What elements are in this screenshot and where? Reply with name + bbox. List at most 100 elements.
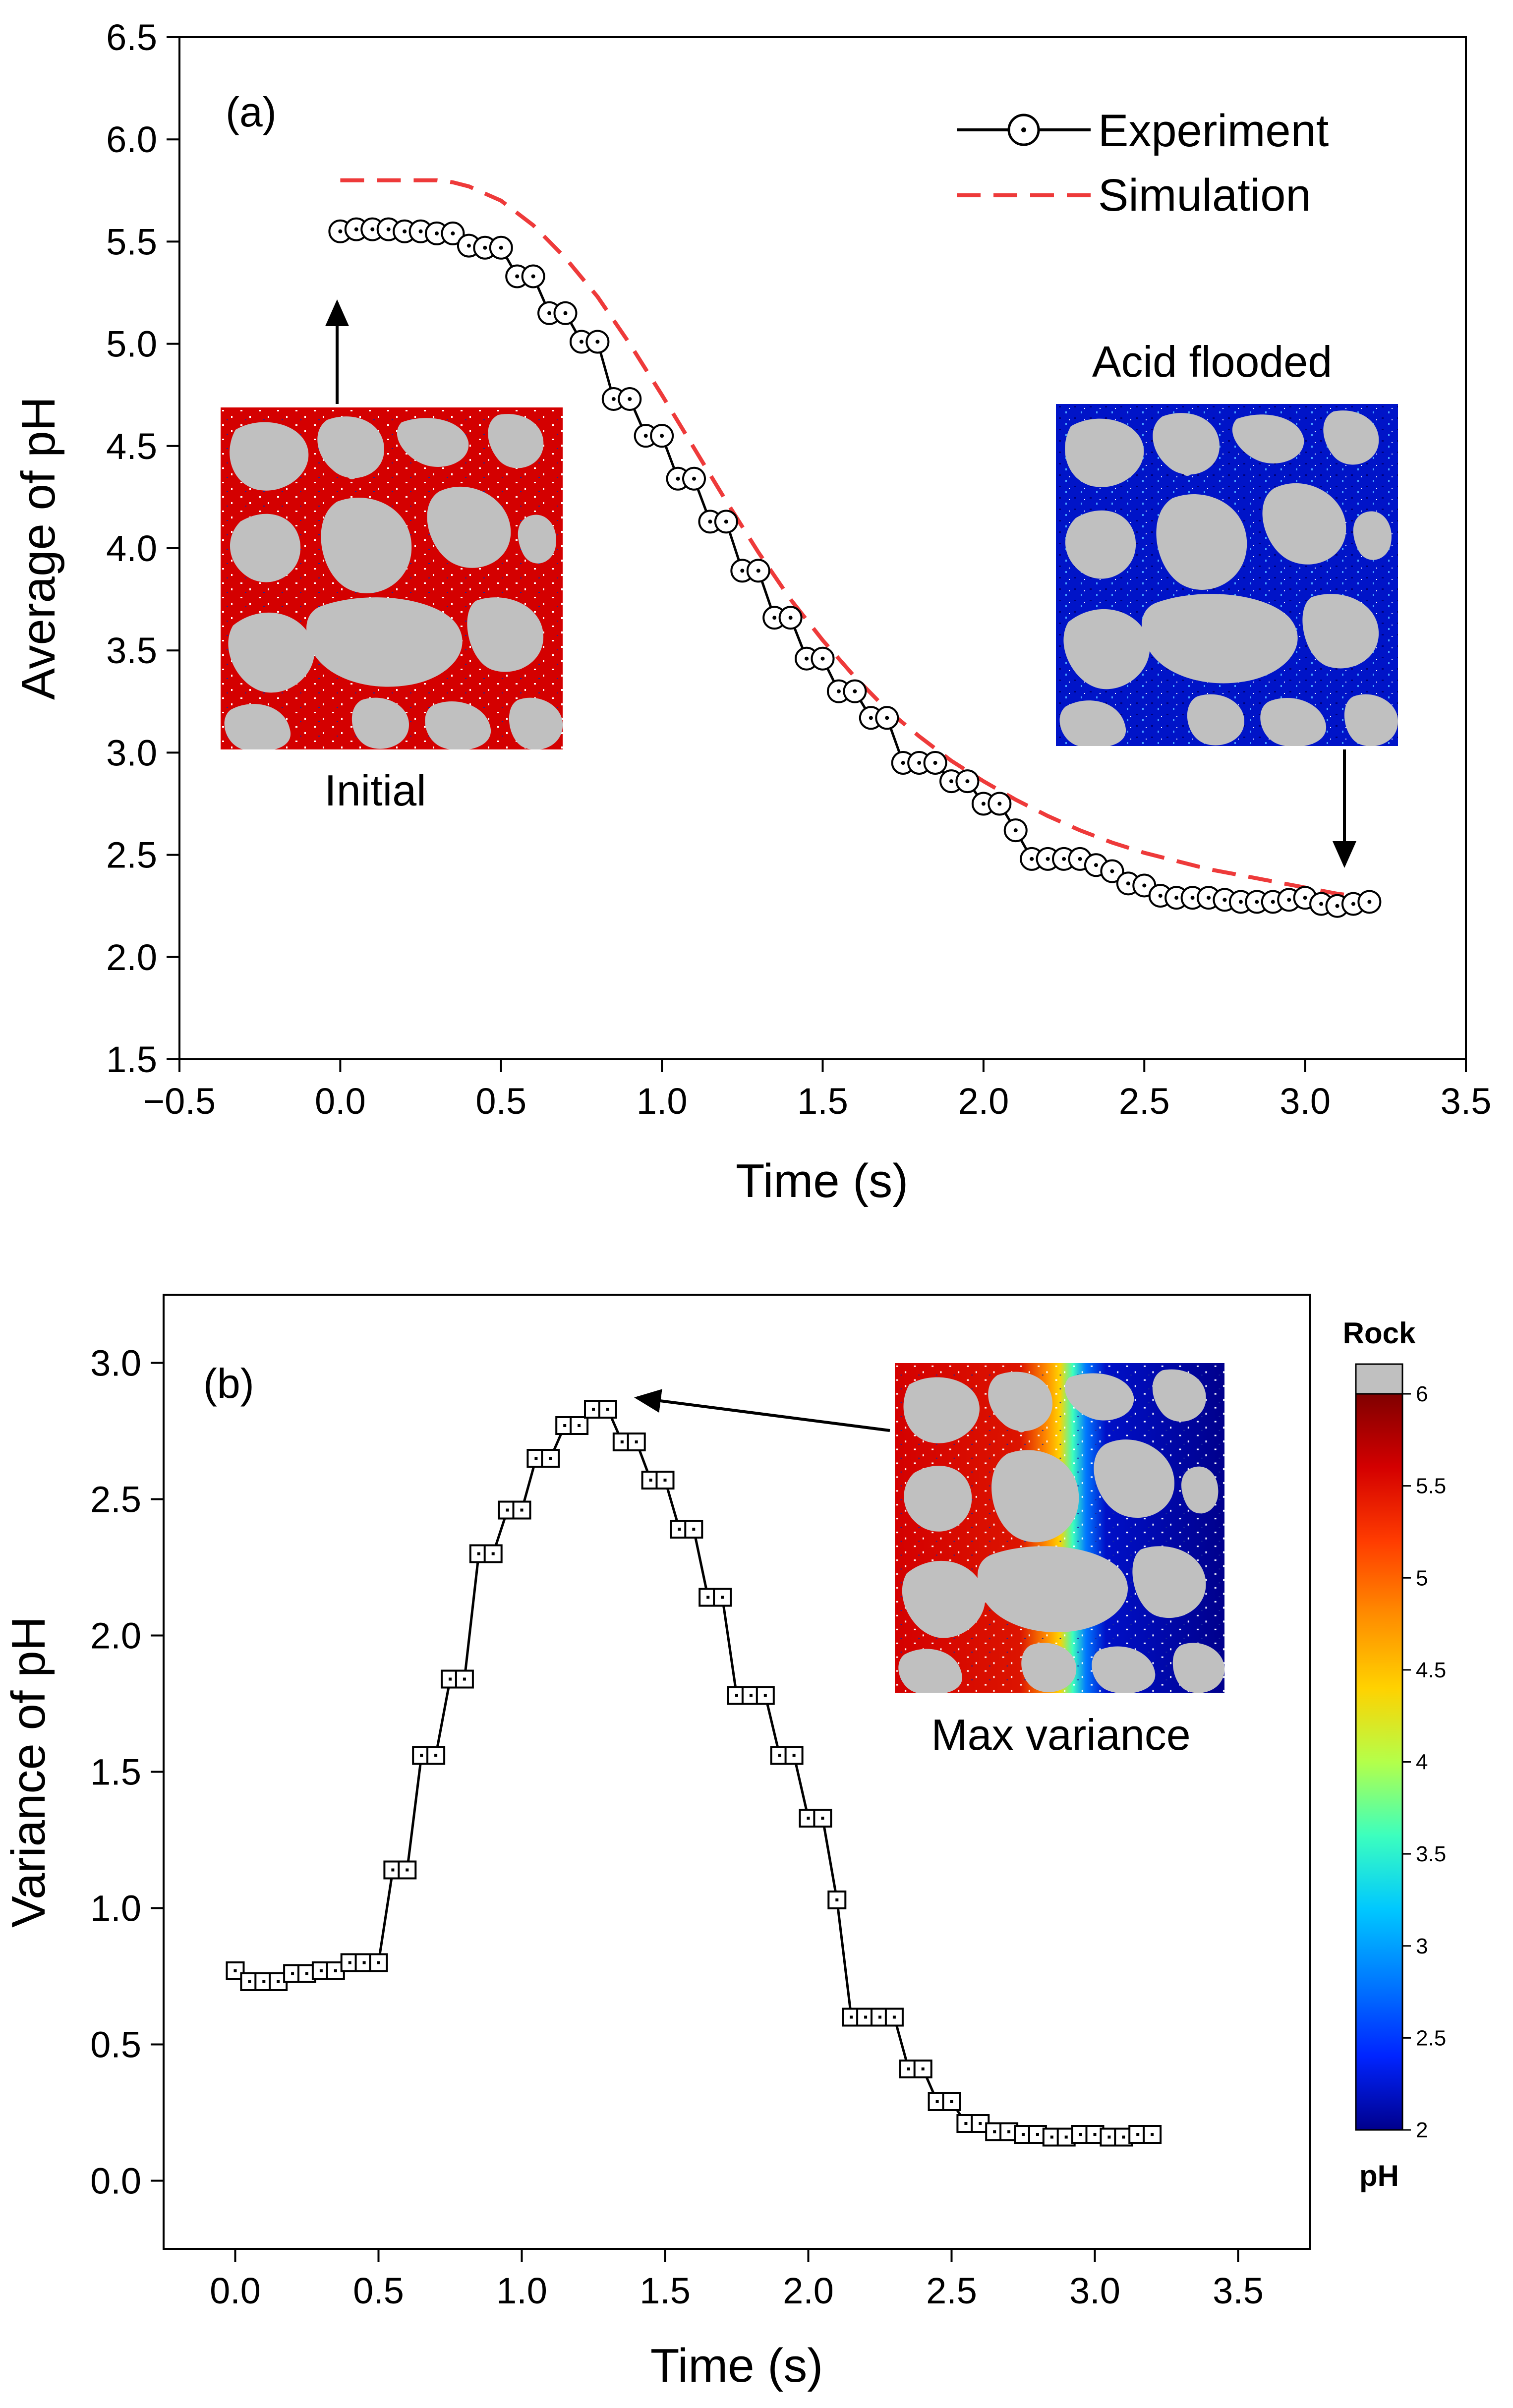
panel-b-y-tick-label: 2.0 [90, 1615, 141, 1657]
experiment-point-center [435, 231, 439, 235]
panel-b-y-tick-label: 0.5 [90, 2024, 141, 2065]
panel-a-x-tick-label: −0.5 [143, 1081, 216, 1122]
experiment-point-center [949, 779, 953, 784]
experiment-point-center [820, 656, 825, 661]
variance-point-center [649, 1479, 652, 1482]
experiment-point-center [1207, 896, 1211, 900]
variance-point-center [907, 2067, 910, 2070]
variance-point-center [749, 1694, 753, 1697]
variance-point-center [1079, 2133, 1082, 2136]
panel-b-ticks: 0.0 0.5 1.0 1.5 2.0 2.5 3.0 3.5 0.0 0.5 1.0 1.5 2.0 2… [90, 1343, 1264, 2312]
panel-a-x-tick-label: 2.5 [1119, 1081, 1170, 1122]
panel-b-x-tick-label: 2.5 [926, 2270, 977, 2311]
panel-a-x-tick-label: 0.5 [475, 1081, 526, 1122]
experiment-point-center [515, 274, 520, 279]
experiment-point-center [1287, 898, 1291, 902]
variance-point-center [935, 2100, 939, 2103]
inset-acid-flooded-image [1056, 404, 1398, 746]
variance-point-center [606, 1408, 609, 1411]
panel-b-x-tick-label: 3.0 [1069, 2270, 1120, 2311]
variance-point-center [334, 1969, 337, 1972]
variance-point-center [449, 1677, 452, 1681]
colorbar-tick-label: 2 [1416, 2118, 1428, 2142]
experiment-point-center [595, 340, 600, 344]
panel-a-y-tick-label: 1.5 [106, 1039, 157, 1080]
experiment-point-center [1078, 857, 1082, 861]
experiment-point-center [1174, 896, 1179, 900]
variance-point-center [362, 1961, 366, 1964]
variance-point-center [319, 1969, 323, 1972]
experiment-point-center [451, 231, 455, 235]
experiment-point-center [660, 434, 664, 438]
experiment-point-center [547, 311, 552, 315]
colorbar-rock-swatch [1355, 1363, 1403, 1395]
variance-point-center [807, 1817, 810, 1820]
panel-a-x-tick-label: 3.5 [1441, 1081, 1492, 1122]
colorbar-title-ph: pH [1359, 2159, 1399, 2192]
variance-point-center [262, 1980, 266, 1983]
experiment-point-center [981, 802, 986, 806]
experiment-point-center [1255, 900, 1259, 904]
experiment-point-center [370, 227, 375, 231]
experiment-point-center [354, 227, 358, 231]
panel-a-y-tick-label: 6.0 [106, 119, 157, 160]
panel-a-chart: −0.5 0.0 0.5 1.0 1.5 2.0 2.5 3.0 3.5 1.5 2.0 2.5 3.0… [12, 17, 1491, 1207]
panel-a-y-tick-label: 2.5 [106, 835, 157, 876]
panel-b-x-tick-label: 1.5 [640, 2270, 691, 2311]
experiment-point-center [1013, 828, 1018, 833]
variance-point-center [892, 2015, 896, 2019]
experiment-point-center [965, 779, 970, 784]
colorbar-tick-label: 3.5 [1416, 1842, 1446, 1866]
panel-b-y-tick-label: 2.5 [90, 1479, 141, 1520]
experiment-point-center [901, 761, 905, 765]
variance-point-center [921, 2067, 925, 2070]
variance-point-center [835, 1898, 839, 1901]
panel-a-ticks: −0.5 0.0 0.5 1.0 1.5 2.0 2.5 3.0 3.5 1.5 2.0 2.5 3.0… [106, 17, 1491, 1122]
variance-point-center [1064, 2135, 1068, 2139]
experiment-point-center [1158, 894, 1163, 898]
panel-b-y-axis-title: Variance of pH [2, 1616, 55, 1928]
legend-experiment-label: Experiment [1098, 106, 1329, 156]
panel-b-y-tick-label: 3.0 [90, 1343, 141, 1384]
variance-point-center [233, 1969, 237, 1972]
experiment-point-center [643, 434, 648, 438]
panel-b-x-tick-label: 1.0 [496, 2270, 547, 2311]
inset-max-variance-caption: Max variance [931, 1710, 1190, 1759]
variance-point [884, 2007, 904, 2027]
variance-point-center [792, 1754, 796, 1757]
panel-a-y-tick-label: 3.5 [106, 630, 157, 671]
experiment-point-center [418, 229, 423, 233]
experiment-point-center [676, 476, 680, 481]
variance-point-center [248, 1980, 251, 1983]
panel-a-y-tick-label: 2.0 [106, 937, 157, 978]
colorbar-gradient [1355, 1393, 1403, 2131]
panel-b-chart: 0.0 0.5 1.0 1.5 2.0 2.5 3.0 3.5 0.0 0.5 1.0 1.5 2.0 2… [2, 1294, 1446, 2392]
panel-a-y-tick-label: 6.5 [106, 17, 157, 58]
variance-point-center [592, 1408, 595, 1411]
variance-point-center [549, 1457, 552, 1460]
experiment-point-center [933, 761, 937, 765]
variance-point-center [678, 1528, 681, 1531]
experiment-point-center [386, 227, 391, 231]
panel-b-x-axis-title: Time (s) [650, 2339, 823, 2392]
experiment-point-center [885, 716, 889, 720]
panel-b-x-tick-label: 0.5 [353, 2270, 404, 2311]
colorbar-tick-label: 3 [1416, 1934, 1428, 1958]
experiment-point-center [917, 761, 922, 765]
variance-point-center [1122, 2135, 1125, 2139]
variance-point-center [391, 1868, 395, 1872]
panel-b-y-tick-label: 0.0 [90, 2161, 141, 2202]
experiment-point-center [853, 689, 857, 693]
experiment-point-center [499, 245, 503, 250]
experiment-point-center [611, 397, 616, 401]
variance-point-center [1036, 2133, 1039, 2136]
variance-point-center [663, 1479, 667, 1482]
experiment-point-center [1319, 902, 1324, 906]
variance-point-center [821, 1817, 824, 1820]
variance-point-center [993, 2130, 996, 2133]
colorbar-tick-label: 2.5 [1416, 2026, 1446, 2050]
experiment-point-center [338, 229, 343, 233]
panel-a-x-tick-label: 1.5 [797, 1081, 848, 1122]
simulation-line [340, 178, 1386, 902]
